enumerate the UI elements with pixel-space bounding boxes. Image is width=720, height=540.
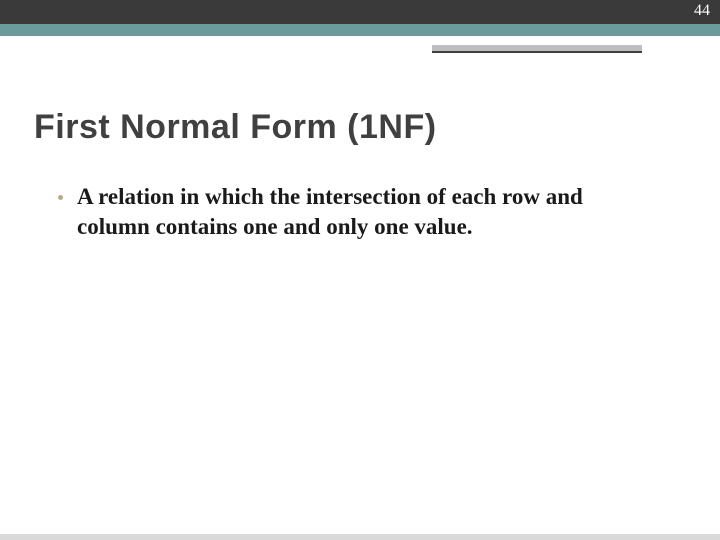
slide-title: First Normal Form (1NF) — [34, 108, 437, 147]
accent-rule-dark — [432, 51, 642, 53]
header-bar-teal — [0, 24, 720, 36]
bullet-item: A relation in which the intersection of … — [58, 182, 618, 242]
header-bar-dark — [0, 0, 720, 24]
bullet-text: A relation in which the intersection of … — [77, 182, 618, 242]
bullet-dot-icon — [58, 195, 63, 200]
page-number: 44 — [694, 2, 710, 20]
footer-bar — [0, 534, 720, 540]
bullet-list: A relation in which the intersection of … — [58, 182, 618, 242]
